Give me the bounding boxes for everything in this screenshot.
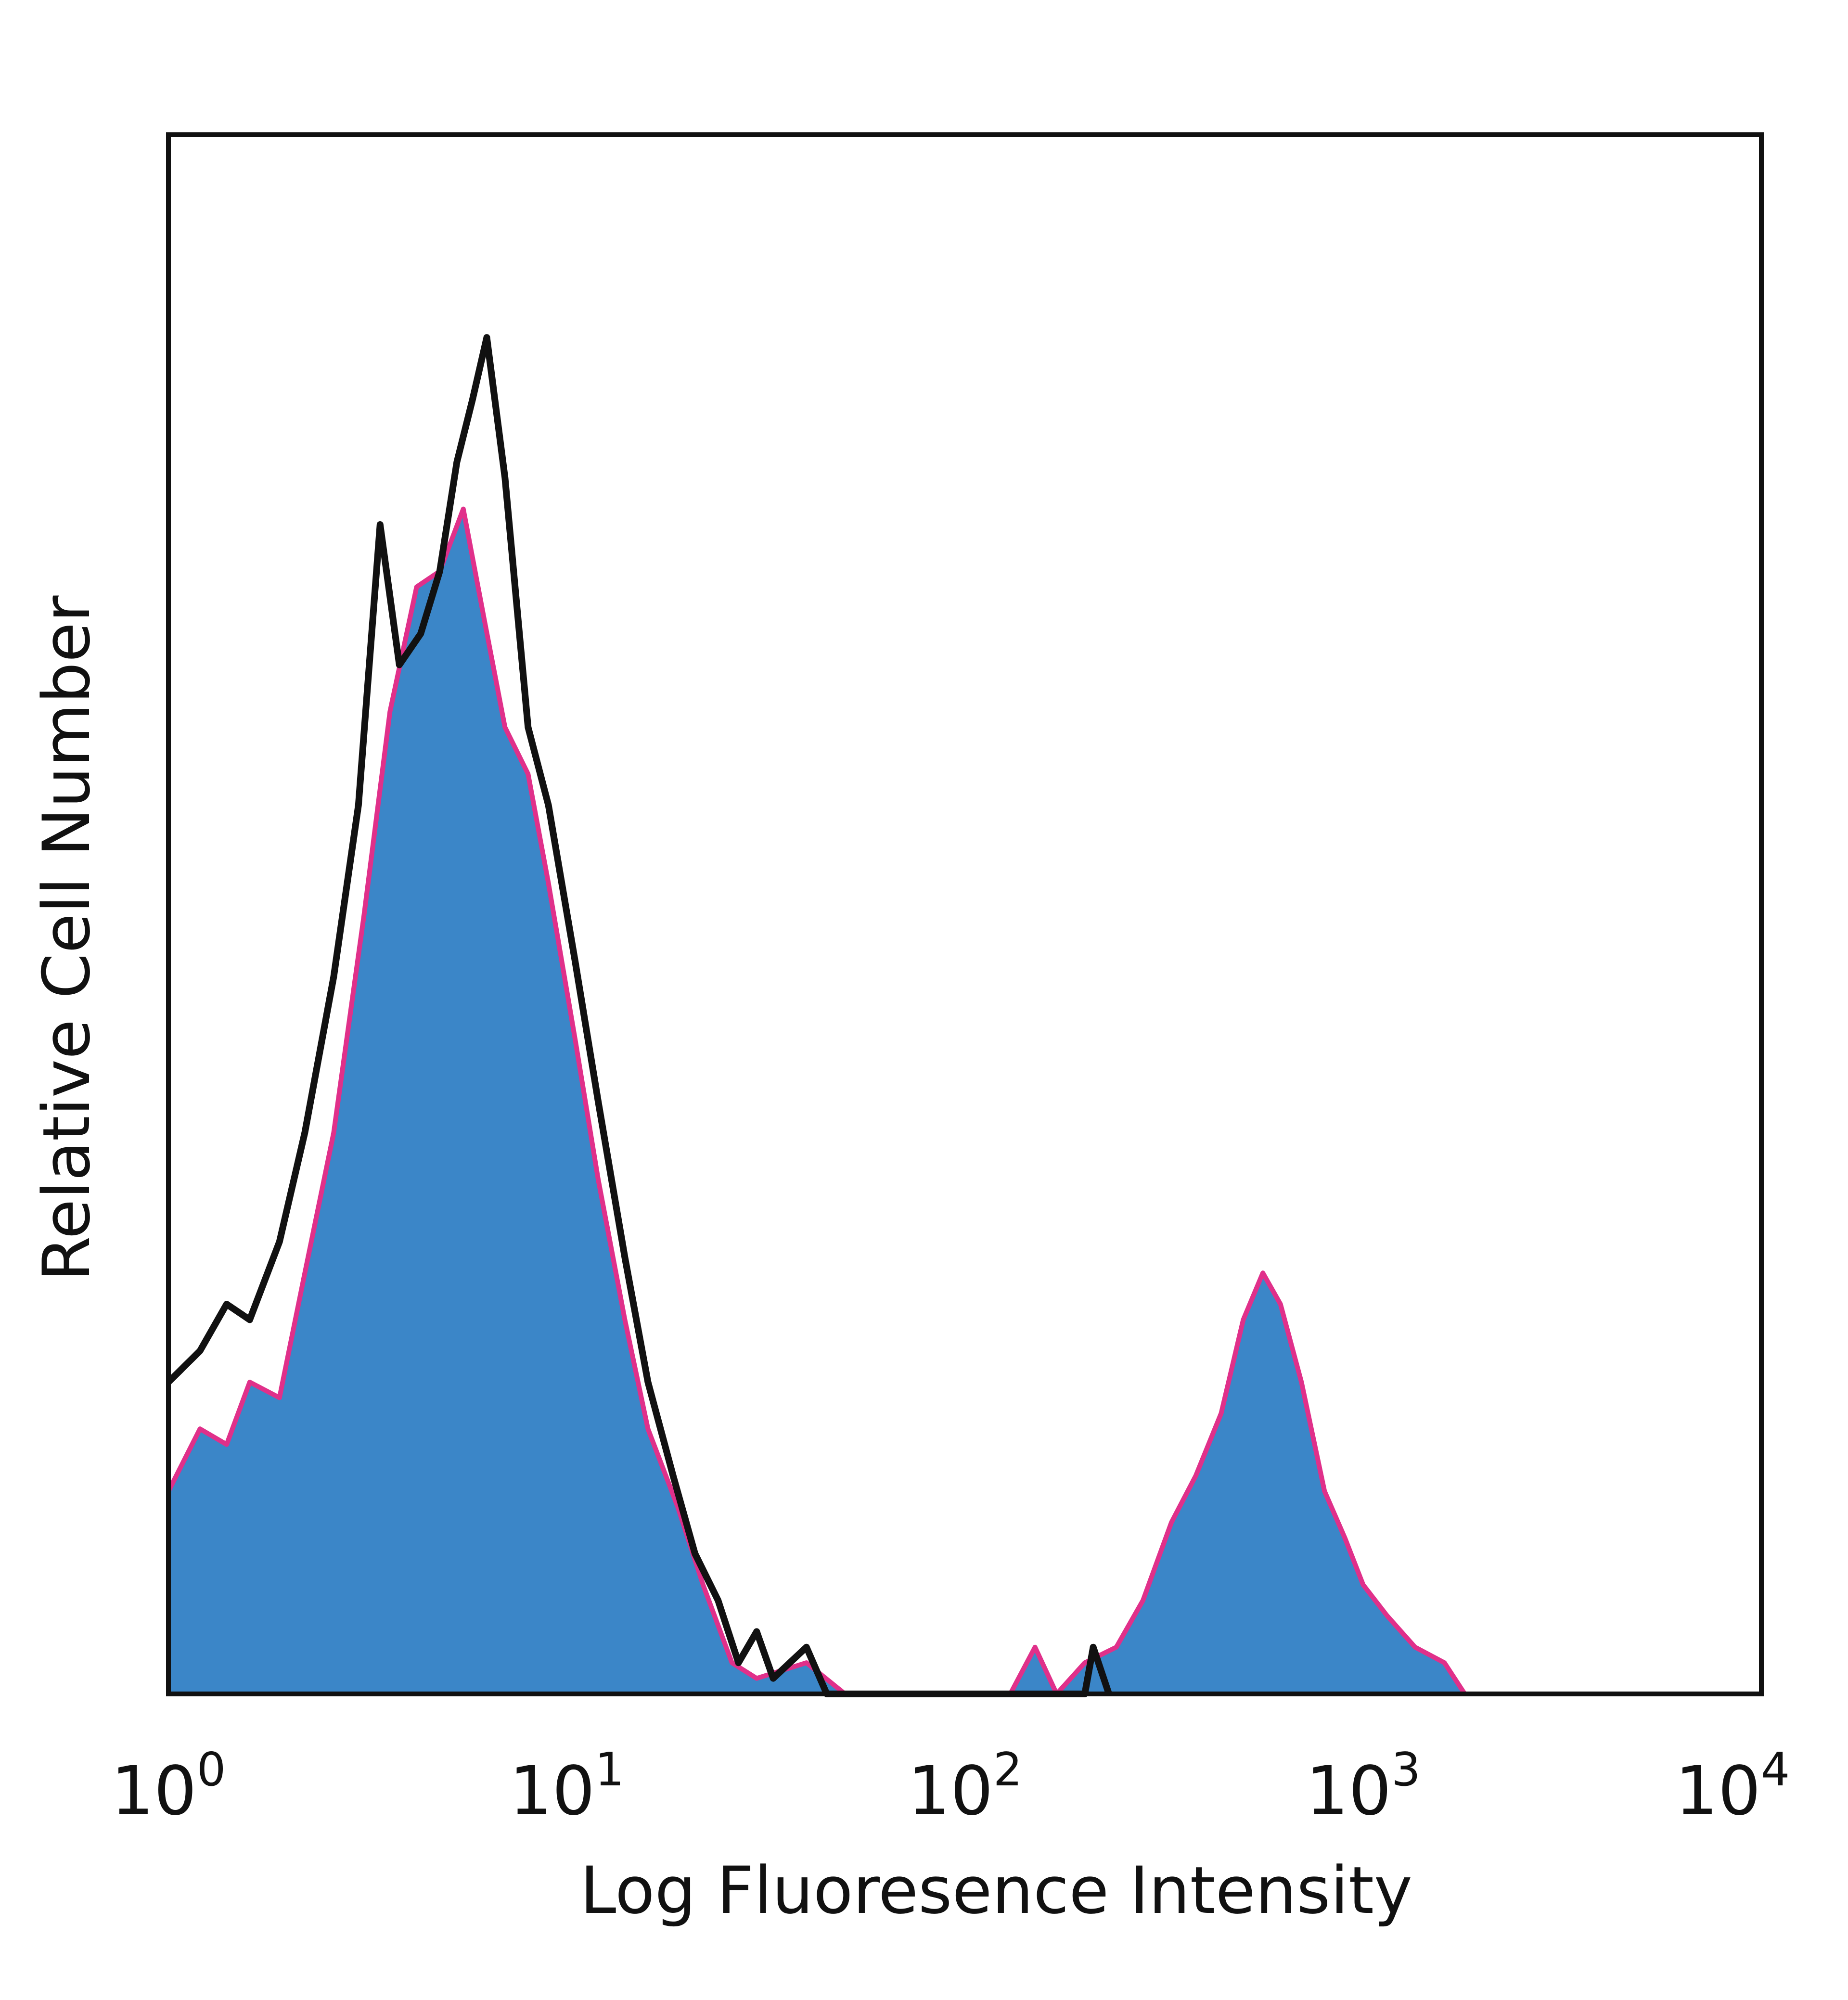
y-axis-label: Relative Cell Number xyxy=(29,595,104,1281)
x-tick-label: 101 xyxy=(509,1744,624,1831)
x-tick-label: 103 xyxy=(1306,1744,1421,1831)
x-tick-label: 102 xyxy=(908,1744,1023,1831)
series-layer xyxy=(166,334,1467,1697)
x-axis-label: Log Fluoresence Intensity xyxy=(580,1853,1412,1928)
x-tick-label: 104 xyxy=(1675,1744,1790,1831)
plot-frame xyxy=(166,132,1764,1696)
x-tick-label: 100 xyxy=(111,1744,226,1831)
x-tick-labels: 100 101 102 103 104 xyxy=(111,1744,1790,1831)
histogram-fill-series-1 xyxy=(166,506,1467,1696)
histogram-outline-series-2 xyxy=(166,334,1112,1697)
